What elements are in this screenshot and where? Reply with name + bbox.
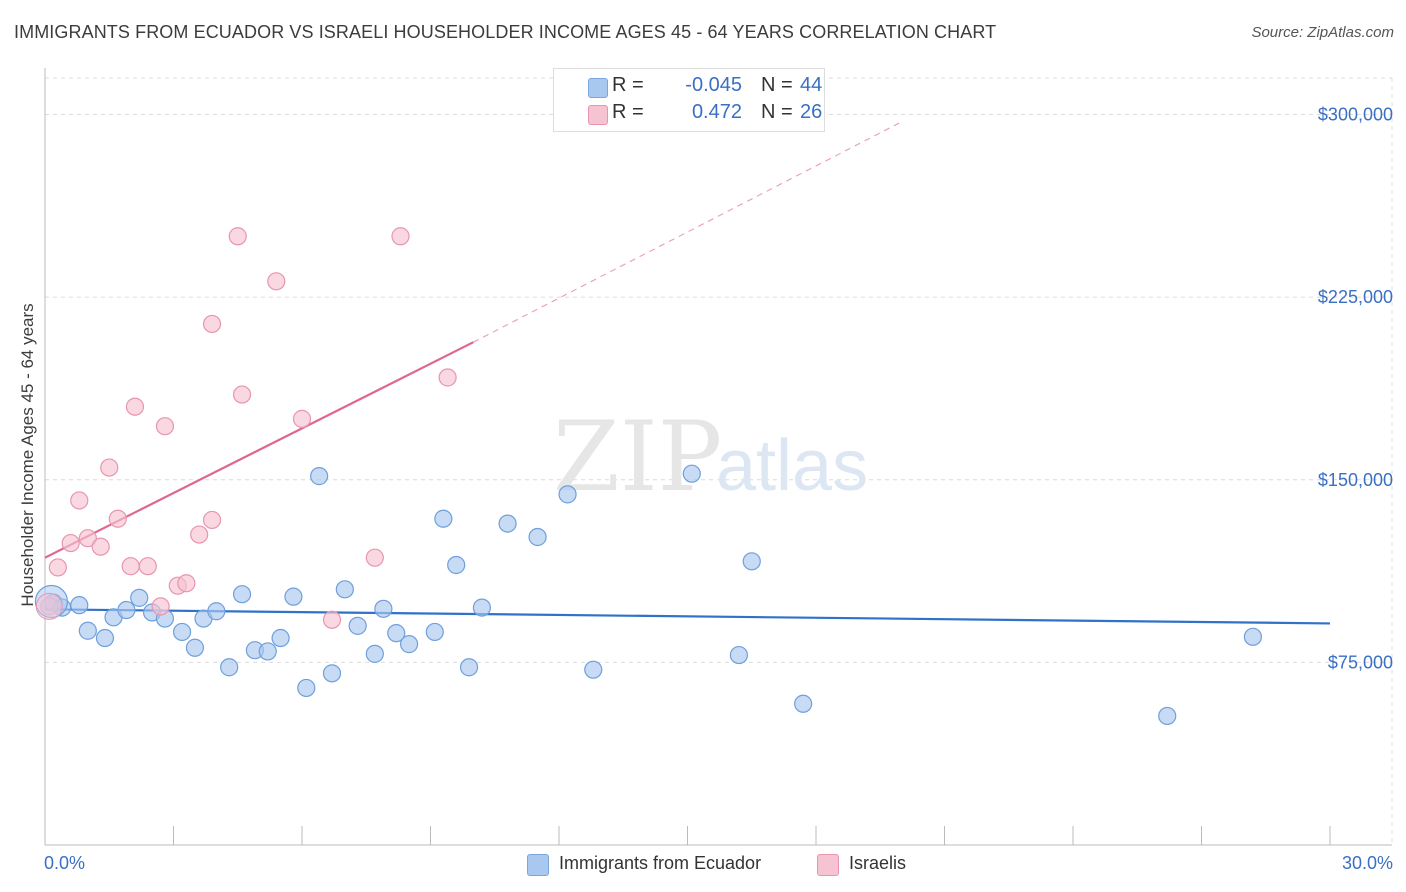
data-point-israelis	[267, 272, 286, 291]
data-point-ecuador	[425, 622, 444, 642]
watermark-zip: ZIP	[553, 401, 722, 513]
n-value: 44	[800, 74, 823, 96]
data-point-ecuador	[335, 580, 354, 599]
data-point-ecuador	[374, 599, 393, 618]
data-point-israelis	[202, 314, 222, 334]
data-point-ecuador	[220, 658, 239, 677]
data-point-ecuador	[584, 660, 603, 679]
trend-line-extension-1	[473, 121, 902, 343]
data-point-ecuador	[70, 596, 89, 615]
data-point-ecuador	[365, 644, 384, 663]
n-label: N =	[761, 74, 793, 96]
trend-lines	[44, 121, 1331, 625]
chart-title: IMMIGRANTS FROM ECUADOR VS ISRAELI HOUSE…	[14, 22, 997, 42]
data-point-ecuador	[297, 678, 316, 698]
data-point-ecuador	[117, 600, 136, 620]
data-point-ecuador	[498, 514, 517, 533]
data-point-ecuador	[399, 635, 419, 654]
data-point-israelis	[61, 533, 80, 553]
y-tick-label: $75,000	[1328, 652, 1393, 672]
data-point-ecuador	[472, 598, 491, 617]
data-point-israelis	[78, 529, 97, 548]
data-point-ecuador	[459, 658, 479, 677]
data-point-israelis	[202, 510, 222, 530]
data-point-israelis	[155, 417, 175, 436]
data-point-ecuador	[729, 645, 749, 665]
data-point-israelis	[121, 557, 140, 576]
data-point-ecuador	[95, 628, 115, 648]
data-point-israelis	[438, 368, 457, 387]
n-value: 26	[800, 101, 823, 123]
data-point-israelis	[48, 558, 67, 577]
stats-swatch-ecuador	[588, 78, 608, 98]
axes	[44, 68, 1392, 846]
data-point-israelis	[138, 557, 157, 576]
data-point-ecuador	[185, 638, 205, 657]
legend-label-ecuador: Immigrants from Ecuador	[559, 853, 762, 873]
data-point-ecuador	[310, 467, 329, 486]
data-point-ecuador	[78, 621, 97, 640]
data-point-ecuador	[207, 602, 226, 621]
data-point-israelis-cluster	[35, 592, 63, 620]
data-point-israelis	[292, 409, 312, 428]
data-point-israelis	[228, 227, 247, 246]
data-point-israelis	[125, 397, 145, 416]
data-point-israelis	[322, 610, 342, 629]
stats-box: R = -0.045 N = 44 R = 0.472 N = 26	[553, 68, 825, 132]
watermark-atlas: atlas	[716, 426, 868, 506]
data-point-ecuador	[258, 642, 277, 661]
data-point-ecuador	[284, 587, 303, 606]
data-point-ecuador	[1158, 706, 1177, 726]
data-points	[34, 227, 1263, 726]
data-point-israelis	[177, 574, 196, 593]
r-value: -0.045	[685, 74, 742, 96]
y-tick-label: $150,000	[1318, 470, 1393, 490]
legend: Immigrants from Ecuador Israelis	[0, 852, 1406, 878]
data-point-ecuador	[794, 694, 813, 713]
x-tick-label-min: 0.0%	[44, 853, 85, 873]
x-tick-label-max: 30.0%	[1342, 853, 1393, 873]
data-point-ecuador	[271, 628, 290, 648]
tick-labels: $75,000 $150,000 $225,000 $300,000 0.0% 30.0%	[44, 105, 1393, 873]
data-point-israelis	[91, 537, 110, 556]
data-point-ecuador	[232, 585, 252, 604]
y-tick-label: $225,000	[1318, 287, 1393, 307]
data-point-israelis	[70, 491, 89, 510]
data-point-ecuador	[1243, 627, 1263, 646]
data-point-israelis	[391, 227, 410, 246]
data-point-israelis	[365, 548, 384, 567]
data-point-israelis	[151, 597, 170, 616]
data-point-ecuador	[447, 555, 466, 575]
data-point-ecuador	[558, 485, 577, 504]
data-point-ecuador	[387, 624, 406, 643]
data-point-israelis	[100, 458, 119, 477]
data-point-ecuador	[434, 509, 453, 528]
legend-swatch-ecuador	[527, 854, 549, 876]
legend-label-israelis: Israelis	[849, 853, 907, 873]
source-label: Source: ZipAtlas.com	[1251, 24, 1394, 41]
r-label: R =	[612, 74, 644, 96]
data-point-ecuador	[172, 622, 192, 642]
r-label: R =	[612, 101, 644, 123]
trend-line-0	[44, 608, 1331, 625]
y-tick-label: $300,000	[1318, 105, 1393, 125]
data-point-ecuador	[130, 588, 149, 607]
r-value: 0.472	[691, 101, 742, 123]
data-point-ecuador	[348, 616, 367, 635]
data-point-israelis	[190, 525, 209, 544]
stats-swatch-israelis	[588, 105, 608, 125]
n-label: N =	[761, 101, 793, 123]
y-axis-label: Householder Income Ages 45 - 64 years	[18, 303, 37, 607]
data-point-ecuador	[682, 464, 701, 483]
trend-line-1	[44, 341, 474, 559]
data-point-israelis	[108, 509, 127, 528]
legend-swatch-israelis	[817, 854, 839, 876]
data-point-israelis	[232, 385, 252, 404]
data-point-ecuador	[528, 527, 547, 547]
data-point-ecuador	[742, 552, 761, 571]
data-point-ecuador	[322, 664, 342, 683]
